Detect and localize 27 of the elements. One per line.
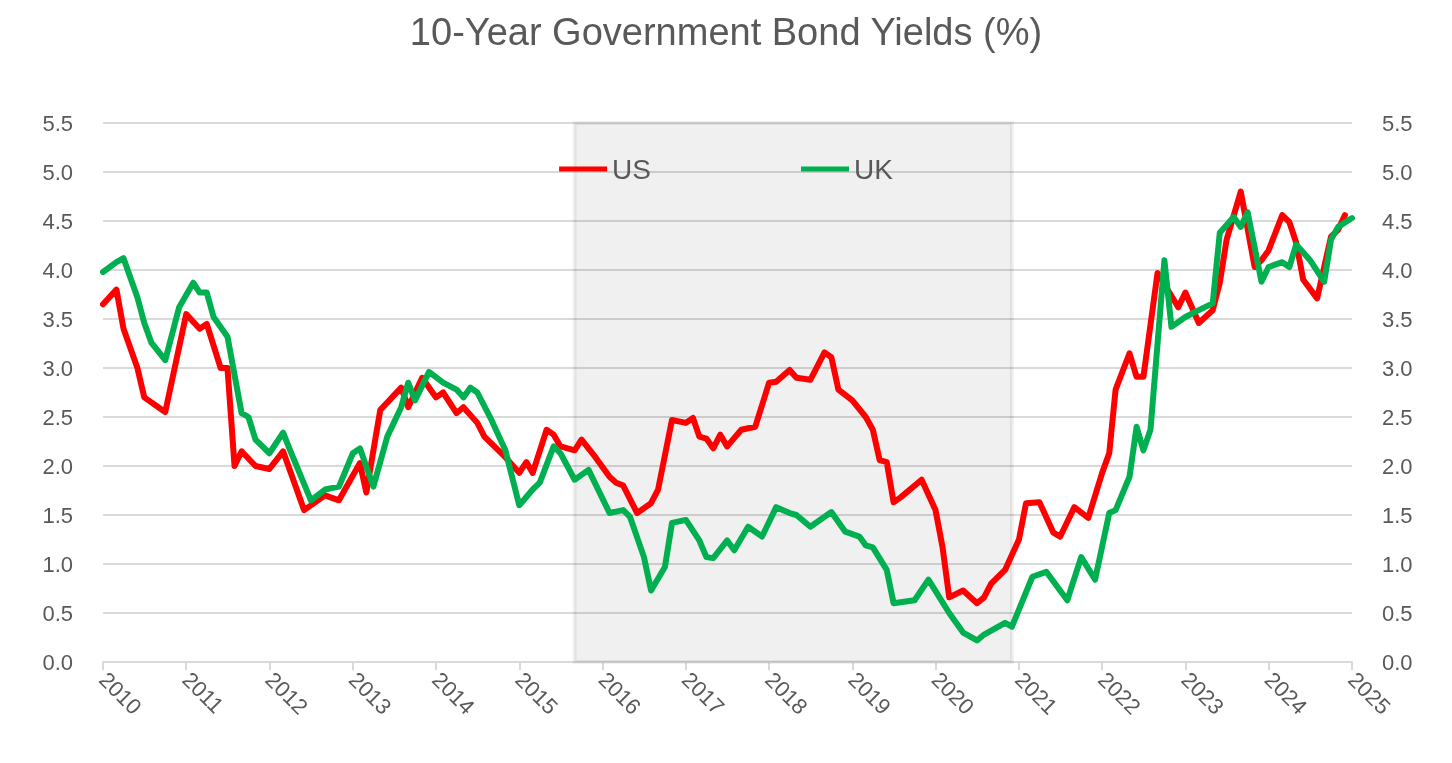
y-tick-label: 3.5 <box>42 306 73 332</box>
y-tick-label: 2.5 <box>42 404 73 430</box>
y2-tick-label: 5.5 <box>1382 110 1413 136</box>
y2-tick-label: 3.0 <box>1382 355 1413 381</box>
y2-tick-label: 3.5 <box>1382 306 1413 332</box>
y2-tick-label: 4.0 <box>1382 257 1413 283</box>
y-tick-label: 2.0 <box>42 453 73 479</box>
y-tick-label: 5.0 <box>42 159 73 185</box>
y2-tick-label: 0.0 <box>1382 649 1413 675</box>
y-tick-label: 4.5 <box>42 208 73 234</box>
y2-tick-label: 2.5 <box>1382 404 1413 430</box>
y2-tick-label: 1.5 <box>1382 502 1413 528</box>
y-tick-label: 0.0 <box>42 649 73 675</box>
legend-label: US <box>612 153 652 185</box>
y2-tick-label: 2.0 <box>1382 453 1413 479</box>
y2-tick-label: 1.0 <box>1382 551 1413 577</box>
y-tick-label: 1.5 <box>42 502 73 528</box>
chart-title: 10-Year Government Bond Yields (%) <box>409 11 1043 53</box>
y-tick-label: 1.0 <box>42 551 73 577</box>
y-tick-label: 5.5 <box>42 110 73 136</box>
y-tick-label: 3.0 <box>42 355 73 381</box>
y-tick-label: 4.0 <box>42 257 73 283</box>
y-tick-label: 0.5 <box>42 600 73 626</box>
y2-tick-label: 4.5 <box>1382 208 1413 234</box>
legend-label: UK <box>854 153 894 185</box>
y2-tick-label: 0.5 <box>1382 600 1413 626</box>
y2-tick-label: 5.0 <box>1382 159 1413 185</box>
